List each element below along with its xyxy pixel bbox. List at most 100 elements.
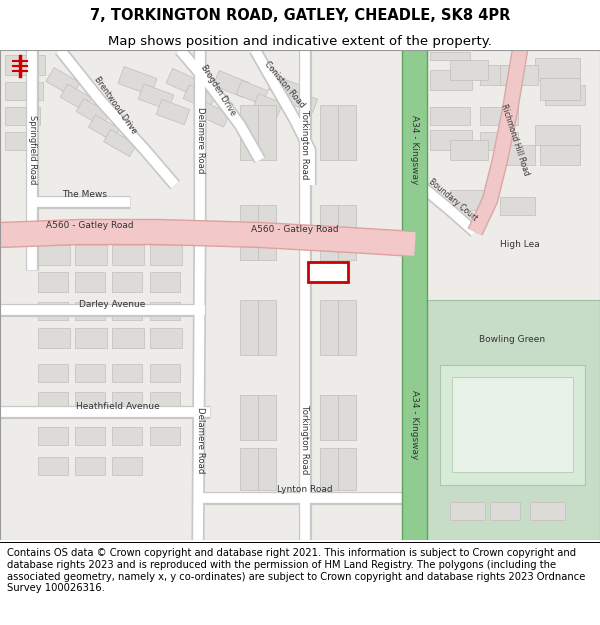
- Bar: [5, 107, 40, 125]
- Bar: [480, 132, 518, 150]
- Text: A560 - Gatley Road: A560 - Gatley Road: [251, 226, 339, 234]
- Bar: [338, 448, 356, 490]
- Text: Richmond Hill Road: Richmond Hill Road: [499, 103, 531, 177]
- Bar: [75, 392, 105, 410]
- Bar: [75, 364, 105, 382]
- Bar: [258, 105, 276, 160]
- Bar: [112, 245, 144, 265]
- Bar: [338, 205, 356, 260]
- Bar: [213, 71, 249, 98]
- Bar: [258, 448, 276, 490]
- Bar: [183, 85, 215, 110]
- Bar: [156, 99, 190, 124]
- Bar: [38, 364, 68, 382]
- Text: A34 - Kingsway: A34 - Kingsway: [410, 115, 419, 184]
- Bar: [286, 89, 317, 112]
- Bar: [112, 328, 144, 348]
- Bar: [240, 205, 258, 260]
- Bar: [75, 328, 107, 348]
- Bar: [320, 105, 338, 160]
- Bar: [5, 82, 43, 100]
- Bar: [112, 364, 142, 382]
- Bar: [320, 395, 338, 440]
- Bar: [338, 395, 356, 440]
- Bar: [198, 102, 230, 127]
- Polygon shape: [440, 365, 585, 485]
- Bar: [535, 125, 580, 145]
- Polygon shape: [415, 300, 600, 540]
- Text: The Mews: The Mews: [62, 191, 107, 199]
- Bar: [500, 65, 538, 85]
- Text: Lynton Road: Lynton Road: [277, 486, 333, 494]
- Bar: [38, 302, 68, 320]
- Bar: [430, 130, 472, 150]
- Bar: [338, 105, 356, 160]
- Bar: [38, 272, 68, 292]
- Text: Delamere Road: Delamere Road: [196, 107, 205, 173]
- Bar: [480, 107, 518, 125]
- Bar: [535, 58, 580, 80]
- Bar: [430, 107, 470, 125]
- Polygon shape: [452, 377, 573, 472]
- Bar: [500, 197, 535, 215]
- Bar: [530, 502, 565, 520]
- Text: Brentwood Drive: Brentwood Drive: [92, 75, 138, 135]
- Bar: [150, 272, 180, 292]
- Text: Brogden Drive: Brogden Drive: [199, 63, 237, 117]
- Bar: [258, 395, 276, 440]
- Bar: [430, 52, 470, 60]
- Bar: [46, 68, 80, 96]
- Bar: [320, 448, 338, 490]
- Bar: [150, 328, 182, 348]
- Text: 7, TORKINGTON ROAD, GATLEY, CHEADLE, SK8 4PR: 7, TORKINGTON ROAD, GATLEY, CHEADLE, SK8…: [90, 8, 510, 22]
- Bar: [240, 300, 258, 355]
- Text: A34 - Kingsway: A34 - Kingsway: [410, 390, 419, 459]
- Text: Torkington Road: Torkington Road: [301, 110, 310, 179]
- Bar: [166, 68, 200, 96]
- Bar: [88, 115, 119, 141]
- Bar: [38, 328, 70, 348]
- Bar: [38, 392, 68, 410]
- Bar: [5, 132, 37, 150]
- Text: Boundary Court: Boundary Court: [427, 177, 479, 223]
- Bar: [450, 502, 485, 520]
- Bar: [450, 190, 488, 210]
- Bar: [150, 392, 180, 410]
- Bar: [545, 85, 585, 105]
- Bar: [253, 94, 283, 116]
- Bar: [490, 502, 520, 520]
- Bar: [75, 245, 107, 265]
- Bar: [150, 245, 182, 265]
- Bar: [150, 302, 180, 320]
- Bar: [104, 129, 136, 156]
- Bar: [75, 457, 105, 475]
- Bar: [500, 145, 535, 165]
- Polygon shape: [308, 262, 348, 282]
- Bar: [150, 364, 180, 382]
- Bar: [480, 65, 518, 85]
- Bar: [240, 105, 258, 160]
- Bar: [258, 205, 276, 260]
- Text: A560 - Gatley Road: A560 - Gatley Road: [46, 221, 134, 231]
- Text: Contains OS data © Crown copyright and database right 2021. This information is : Contains OS data © Crown copyright and d…: [7, 549, 586, 593]
- Bar: [258, 300, 276, 355]
- Bar: [75, 302, 105, 320]
- Text: Bowling Green: Bowling Green: [479, 336, 545, 344]
- Bar: [240, 448, 258, 490]
- Bar: [268, 76, 302, 99]
- Bar: [112, 427, 142, 445]
- Text: Heathfield Avenue: Heathfield Avenue: [76, 402, 160, 411]
- Bar: [150, 427, 180, 445]
- Bar: [138, 84, 174, 110]
- Text: Delamere Road: Delamere Road: [196, 407, 205, 473]
- Bar: [38, 457, 68, 475]
- Bar: [430, 70, 472, 90]
- Bar: [38, 427, 68, 445]
- Bar: [75, 272, 105, 292]
- Bar: [450, 140, 488, 160]
- Text: Torkington Road: Torkington Road: [301, 405, 310, 474]
- Bar: [450, 60, 488, 80]
- Bar: [112, 392, 142, 410]
- Bar: [320, 205, 338, 260]
- Bar: [540, 145, 580, 165]
